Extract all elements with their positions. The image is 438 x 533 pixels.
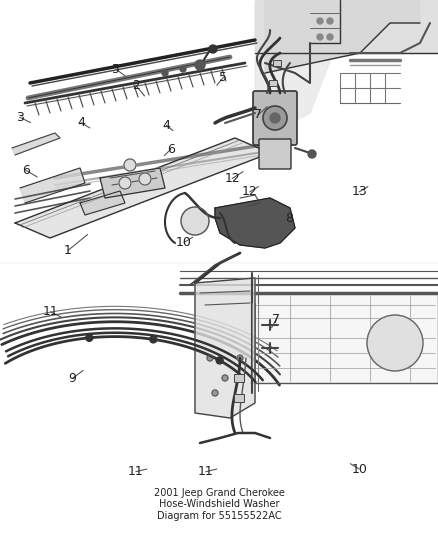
Circle shape [327,18,333,24]
Polygon shape [15,138,270,238]
Polygon shape [255,3,345,143]
Text: 4: 4 [77,116,85,129]
Text: 12: 12 [224,172,240,185]
Circle shape [222,375,228,381]
FancyBboxPatch shape [259,139,291,169]
FancyBboxPatch shape [234,374,244,382]
Circle shape [86,334,93,341]
Circle shape [180,66,186,72]
FancyBboxPatch shape [253,91,297,145]
Polygon shape [215,198,295,248]
Text: 2001 Jeep Grand Cherokee
Hose-Windshield Washer
Diagram for 55155522AC: 2001 Jeep Grand Cherokee Hose-Windshield… [154,488,284,521]
Circle shape [216,357,223,364]
Circle shape [139,173,151,185]
Text: 10: 10 [176,236,192,249]
Circle shape [207,355,213,361]
FancyBboxPatch shape [234,394,244,402]
Text: 10: 10 [351,463,367,475]
Text: 1: 1 [64,244,72,257]
Circle shape [119,177,131,189]
Circle shape [237,355,243,361]
Circle shape [124,159,136,171]
Circle shape [195,60,205,70]
Polygon shape [80,191,125,215]
Text: 13: 13 [351,185,367,198]
FancyBboxPatch shape [273,60,281,66]
Text: 5: 5 [112,63,120,76]
Circle shape [317,34,323,40]
Polygon shape [100,168,165,198]
Circle shape [270,113,280,123]
Text: 6: 6 [167,143,175,156]
Polygon shape [265,0,420,73]
Circle shape [327,34,333,40]
Circle shape [181,207,209,235]
Text: 3: 3 [16,111,24,124]
Text: 2: 2 [132,79,140,92]
Text: 7: 7 [272,313,280,326]
Polygon shape [255,0,438,53]
Circle shape [162,70,168,76]
Text: 8: 8 [285,212,293,225]
Text: 11: 11 [198,465,214,478]
Polygon shape [20,168,85,203]
Circle shape [209,45,217,53]
Text: 11: 11 [128,465,144,478]
Circle shape [150,336,157,343]
Text: 9: 9 [68,372,76,385]
Circle shape [212,390,218,396]
Circle shape [308,150,316,158]
Text: 4: 4 [162,119,170,132]
Polygon shape [250,293,438,383]
Text: 5: 5 [219,71,227,84]
FancyBboxPatch shape [269,80,277,86]
Polygon shape [195,278,255,418]
Text: 7: 7 [254,108,262,121]
Text: 6: 6 [22,164,30,177]
Text: 12: 12 [242,185,258,198]
Circle shape [317,18,323,24]
Circle shape [263,106,287,130]
Polygon shape [12,133,60,155]
Circle shape [367,315,423,371]
Text: 11: 11 [42,305,58,318]
